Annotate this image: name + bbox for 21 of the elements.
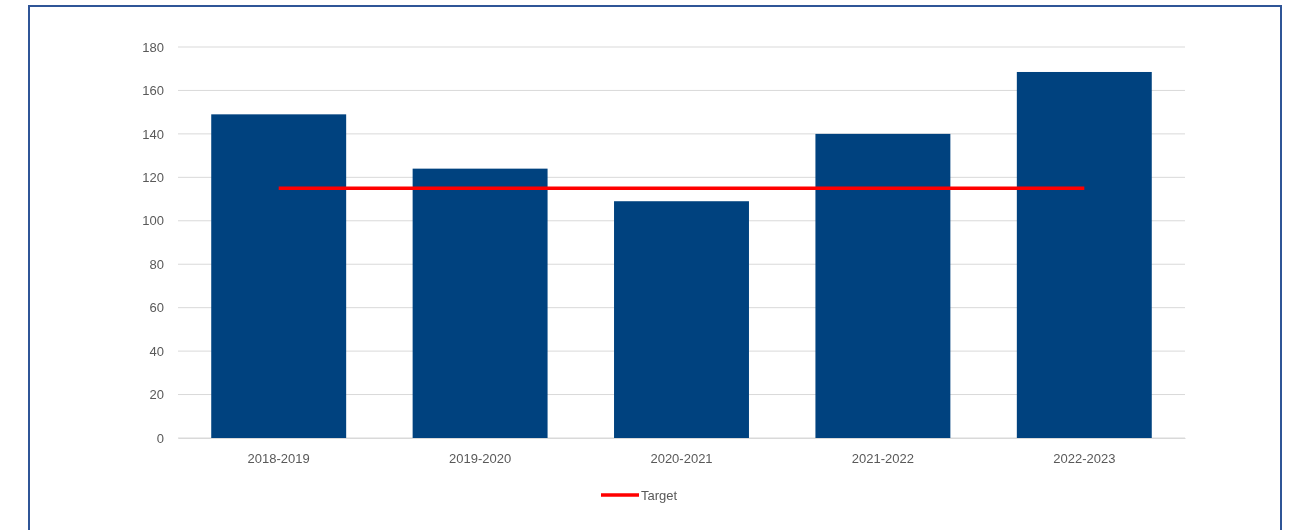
bar xyxy=(412,168,548,438)
y-tick-label: 180 xyxy=(142,39,164,55)
legend-label: Target xyxy=(641,487,678,503)
bar xyxy=(815,133,951,438)
x-tick-label: 2019-2020 xyxy=(449,451,512,467)
y-tick-label: 80 xyxy=(149,256,164,272)
y-tick-label: 0 xyxy=(156,430,164,446)
x-tick-label: 2020-2021 xyxy=(650,451,713,467)
y-tick-label: 100 xyxy=(142,213,164,229)
y-tick-label: 40 xyxy=(149,343,164,359)
y-tick-label: 120 xyxy=(142,169,164,185)
bar xyxy=(1016,71,1152,438)
bar xyxy=(614,201,749,438)
y-tick-label: 60 xyxy=(149,300,164,316)
y-tick-label: 160 xyxy=(142,83,164,99)
bar xyxy=(211,114,347,438)
x-tick-label: 2022-2023 xyxy=(1053,451,1116,467)
x-tick-label: 2018-2019 xyxy=(247,451,310,467)
y-tick-label: 140 xyxy=(142,126,164,142)
y-tick-label: 20 xyxy=(149,387,164,403)
x-tick-label: 2021-2022 xyxy=(851,451,914,467)
